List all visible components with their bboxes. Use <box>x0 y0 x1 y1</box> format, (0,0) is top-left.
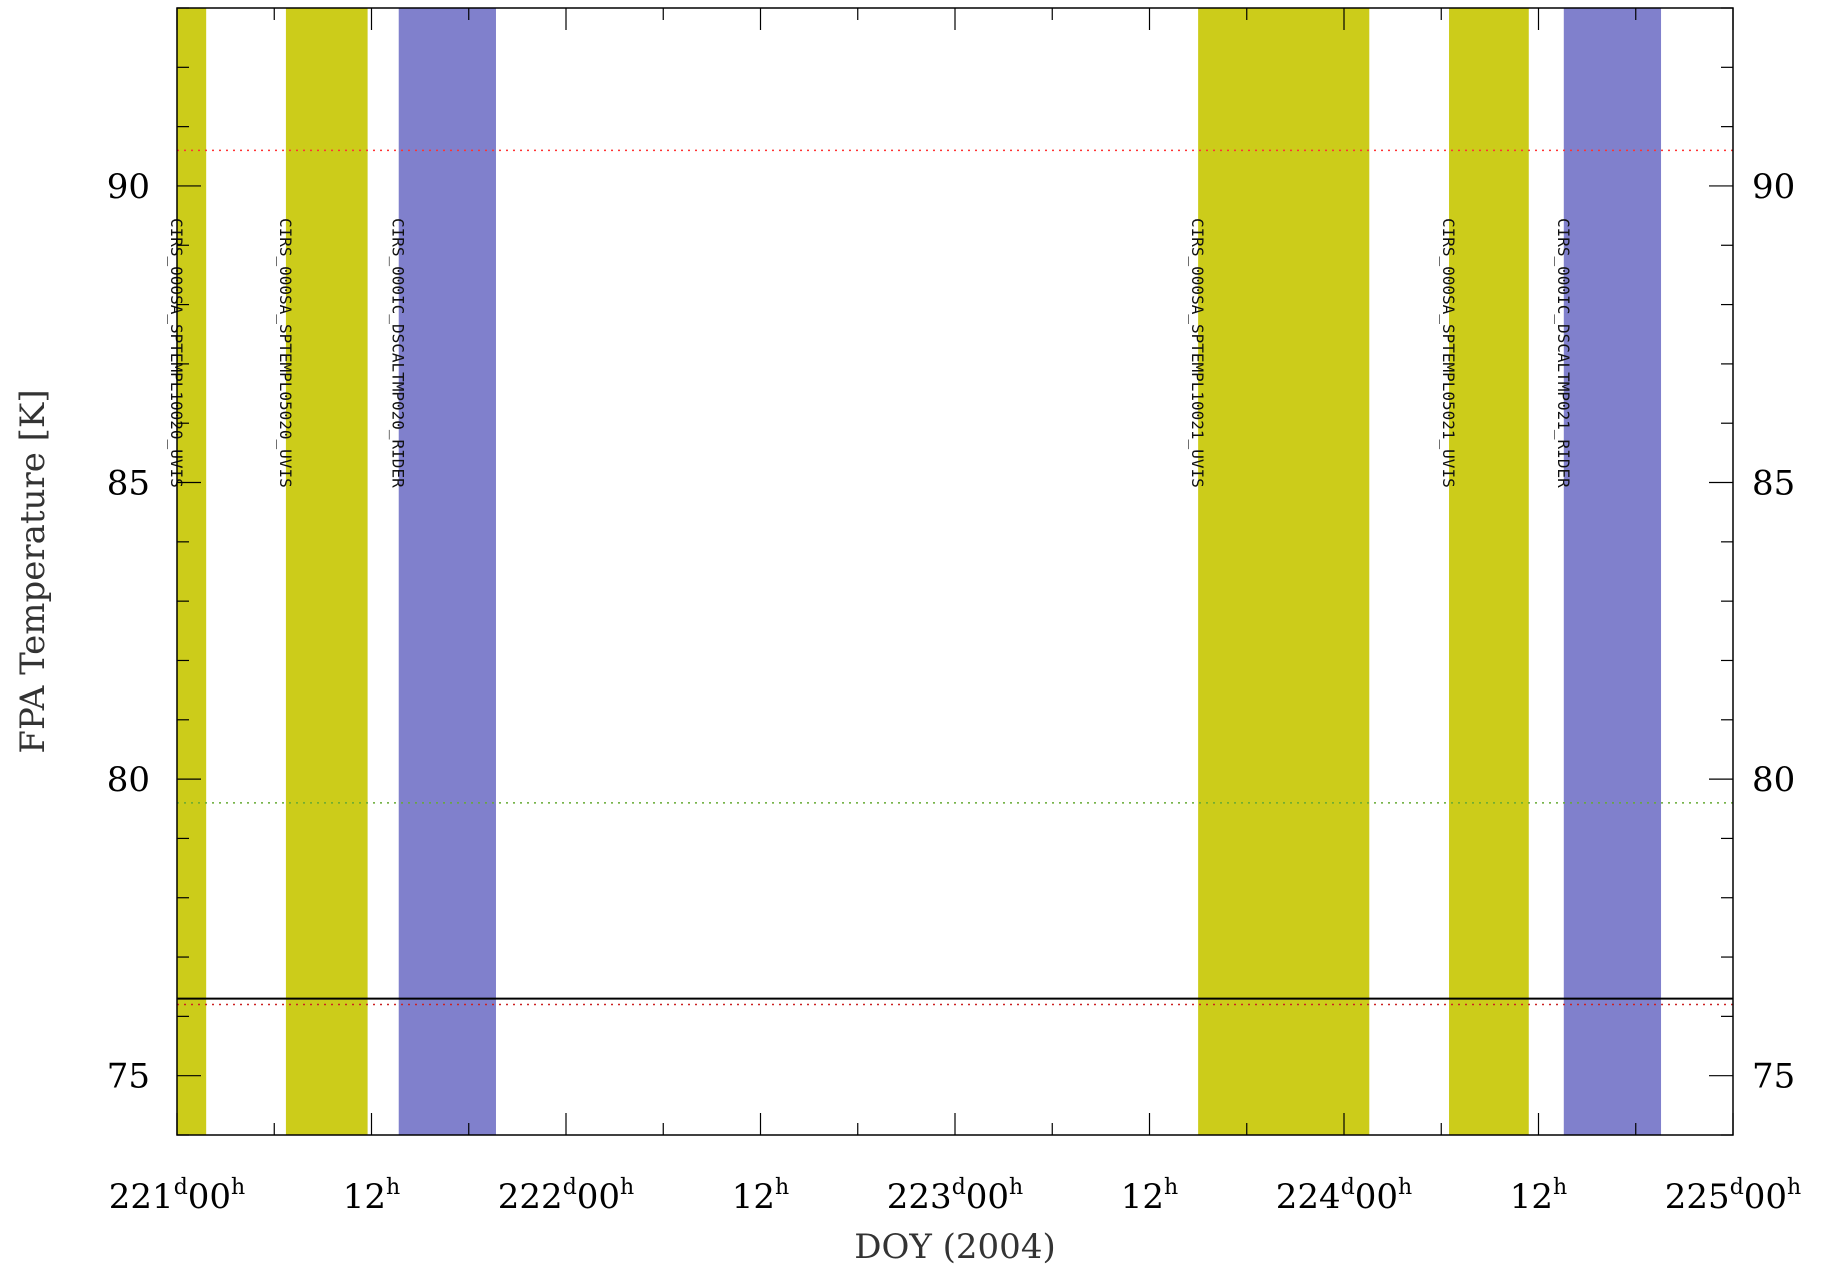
band-5 <box>1563 8 1662 1135</box>
y-tick-label-left-0: 75 <box>107 1057 150 1097</box>
x-axis-label: DOY (2004) <box>854 1227 1055 1266</box>
x-tick-label-6: 224d00h <box>1276 1175 1412 1217</box>
y-axis-label: FPA Temperature [K] <box>13 389 53 753</box>
band-2 <box>398 8 496 1135</box>
shaded-bands <box>177 8 1662 1135</box>
x-tick-label-5: 12h <box>1121 1175 1178 1217</box>
y-tick-label-left-3: 90 <box>107 167 150 207</box>
band-label-1: CIRS_000SA_SPTEMPL05020_UVIS <box>276 218 295 488</box>
x-tick-label-2: 222d00h <box>498 1175 634 1217</box>
band-labels: CIRS_000SA_SPTEMPL10020_UVIS CIRS_000SA_S… <box>167 218 1573 488</box>
x-tick-label-0: 221d00h <box>109 1175 245 1217</box>
x-tick-label-4: 223d00h <box>887 1175 1023 1217</box>
y-tick-label-left-1: 80 <box>107 760 150 800</box>
x-tick-label-3: 12h <box>732 1175 789 1217</box>
y-tick-label-right-3: 90 <box>1752 167 1795 207</box>
band-0 <box>177 8 207 1135</box>
x-tick-label-1: 12h <box>343 1175 400 1217</box>
x-tick-label-7: 12h <box>1510 1175 1567 1217</box>
band-label-4: CIRS_000SA_SPTEMPL05021_UVIS <box>1439 218 1458 488</box>
y-tick-label-right-0: 75 <box>1752 1057 1795 1097</box>
y-tick-label-left-2: 85 <box>107 464 150 504</box>
y-tick-label-right-2: 85 <box>1752 464 1795 504</box>
x-axis-ticks: 221d00h 12h 222d00h 12h 223d00h 12h 224d00h 12h… <box>109 8 1801 1217</box>
band-label-5: CIRS_000IC_DSCALTMP021_RIDER <box>1554 218 1573 488</box>
band-label-2: CIRS_000IC_DSCALTMP020_RIDER <box>389 218 408 488</box>
band-4 <box>1449 8 1529 1135</box>
band-3 <box>1198 8 1370 1135</box>
band-label-3: CIRS_000SA_SPTEMPL10021_UVIS <box>1188 218 1207 488</box>
band-1 <box>285 8 368 1135</box>
y-tick-label-right-1: 80 <box>1752 760 1795 800</box>
x-tick-label-8: 225d00h <box>1665 1175 1801 1217</box>
reference-lines <box>177 149 1733 1006</box>
y-axis-ticks: 75 75 80 80 85 85 90 90 <box>107 7 1795 1136</box>
